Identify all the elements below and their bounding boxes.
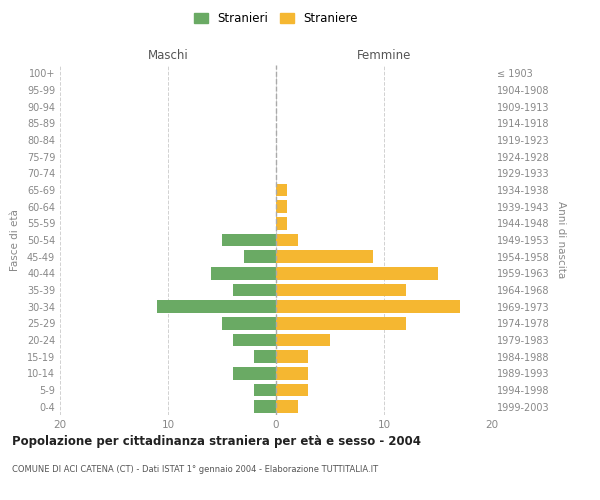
Bar (276, 200, 287, 213)
Bar (276, 184, 287, 196)
Bar (233, 367, 276, 380)
Bar (222, 317, 276, 330)
Bar (276, 284, 406, 296)
Bar (254, 384, 276, 396)
Text: COMUNE DI ACI CATENA (CT) - Dati ISTAT 1° gennaio 2004 - Elaborazione TUTTITALIA: COMUNE DI ACI CATENA (CT) - Dati ISTAT 1… (12, 465, 378, 474)
Bar (157, 300, 276, 313)
Bar (233, 284, 276, 296)
Bar (233, 334, 276, 346)
Bar (276, 334, 330, 346)
Text: Maschi: Maschi (148, 48, 188, 62)
Bar (254, 400, 276, 413)
Bar (276, 400, 298, 413)
Bar (276, 350, 308, 363)
Bar (276, 267, 438, 280)
Bar (276, 317, 406, 330)
Bar (211, 267, 276, 280)
Y-axis label: Anni di nascita: Anni di nascita (556, 202, 566, 278)
Bar (276, 234, 298, 246)
Text: Femmine: Femmine (357, 48, 411, 62)
Bar (244, 250, 276, 263)
Y-axis label: Fasce di età: Fasce di età (10, 209, 20, 271)
Legend: Stranieri, Straniere: Stranieri, Straniere (190, 8, 362, 28)
Text: Popolazione per cittadinanza straniera per età e sesso - 2004: Popolazione per cittadinanza straniera p… (12, 435, 421, 448)
Bar (276, 250, 373, 263)
Bar (276, 384, 308, 396)
Bar (276, 367, 308, 380)
Bar (276, 217, 287, 230)
Bar (254, 350, 276, 363)
Bar (222, 234, 276, 246)
Bar (276, 300, 460, 313)
